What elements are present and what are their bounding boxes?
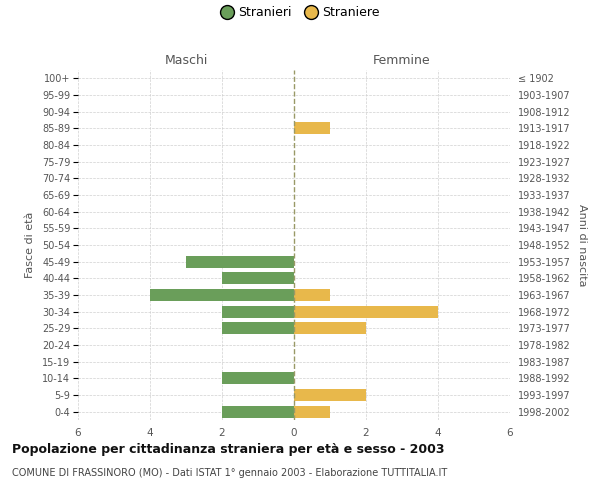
Bar	[150, 289, 294, 301]
Y-axis label: Anni di nascita: Anni di nascita	[577, 204, 587, 286]
Bar	[222, 322, 294, 334]
Text: Maschi: Maschi	[164, 54, 208, 68]
Bar	[222, 406, 294, 417]
Bar	[294, 406, 330, 417]
Text: COMUNE DI FRASSINORO (MO) - Dati ISTAT 1° gennaio 2003 - Elaborazione TUTTITALIA: COMUNE DI FRASSINORO (MO) - Dati ISTAT 1…	[12, 468, 447, 477]
Text: Popolazione per cittadinanza straniera per età e sesso - 2003: Popolazione per cittadinanza straniera p…	[12, 442, 445, 456]
Text: Femmine: Femmine	[373, 54, 431, 68]
Bar	[186, 256, 294, 268]
Bar	[294, 122, 330, 134]
Y-axis label: Fasce di età: Fasce di età	[25, 212, 35, 278]
Bar	[294, 306, 438, 318]
Bar	[294, 322, 366, 334]
Bar	[222, 272, 294, 284]
Legend: Stranieri, Straniere: Stranieri, Straniere	[221, 6, 379, 19]
Bar	[222, 372, 294, 384]
Bar	[294, 289, 330, 301]
Bar	[294, 389, 366, 401]
Bar	[222, 306, 294, 318]
